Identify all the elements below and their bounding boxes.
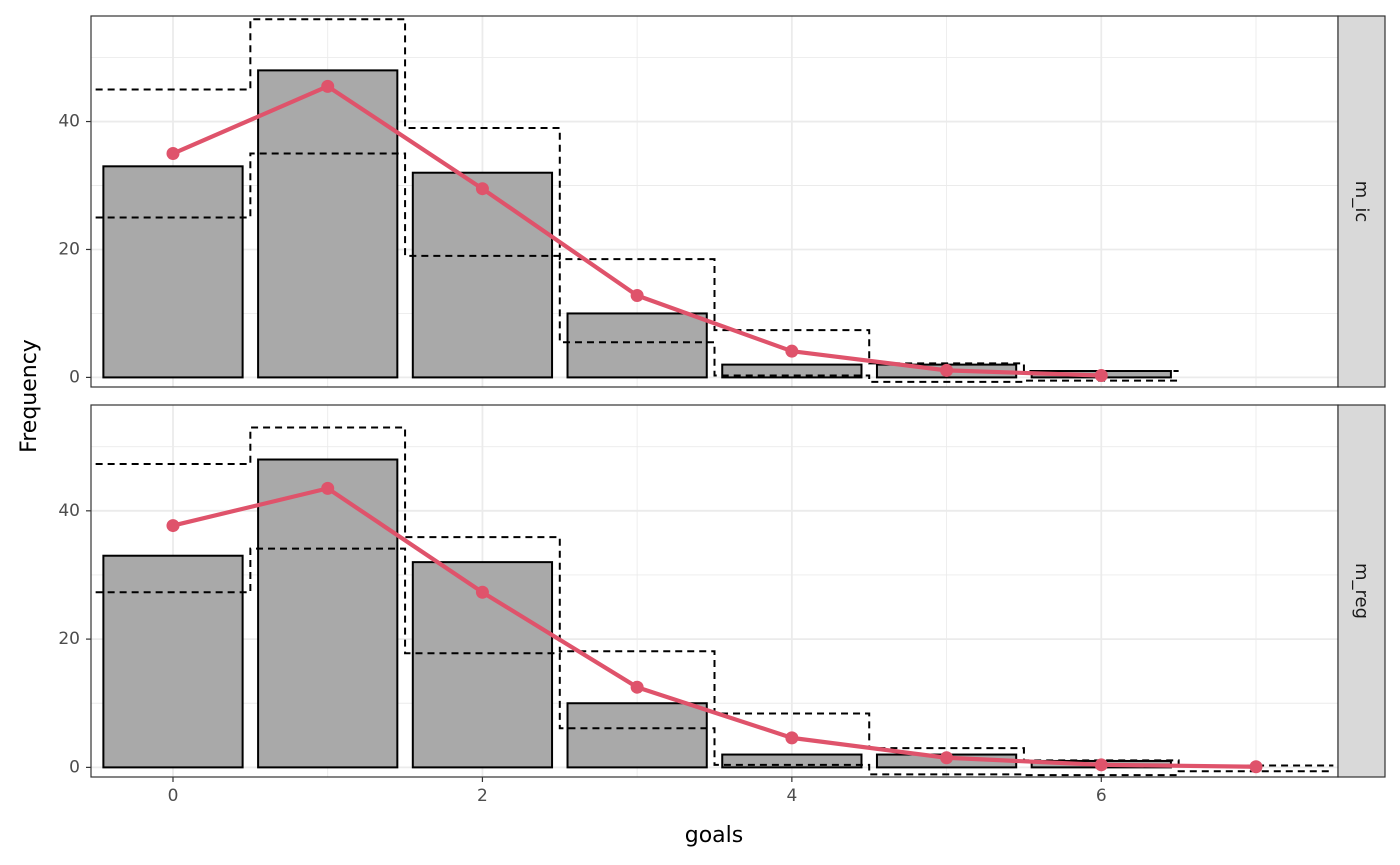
y-tick-label: 0 xyxy=(69,367,80,387)
observed-bar xyxy=(566,312,708,379)
y-tick-label: 0 xyxy=(69,757,80,777)
y-tick-label: 40 xyxy=(58,112,80,132)
observed-bar xyxy=(102,165,244,379)
expected-point xyxy=(475,585,489,599)
observed-bar xyxy=(411,171,554,379)
observed-bar xyxy=(257,69,399,379)
facet-strip-label: m_ic xyxy=(1351,181,1372,222)
facet-strip xyxy=(1337,404,1386,778)
observed-bar xyxy=(721,363,863,379)
expected-point xyxy=(321,79,335,93)
x-tick-label: 0 xyxy=(168,786,179,806)
interval-lower-line xyxy=(95,547,1334,777)
x-axis-title: goals xyxy=(685,823,743,848)
expected-point xyxy=(166,519,180,533)
observed-bar xyxy=(102,554,244,769)
facet-strip-label: m_reg xyxy=(1351,563,1372,619)
panel-m_reg: m_reg 0 20 40 0 2 4 6 xyxy=(58,404,1386,806)
y-axis-title: Frequency xyxy=(17,339,42,453)
expected-point xyxy=(1249,760,1263,774)
expected-point xyxy=(630,289,644,303)
x-tick-label: 2 xyxy=(477,786,488,806)
expected-point xyxy=(940,363,954,377)
observed-bar xyxy=(566,702,708,769)
y-tick-label: 20 xyxy=(58,629,80,649)
y-tick-label: 40 xyxy=(58,501,80,521)
interval-upper-line xyxy=(95,426,1334,767)
expected-point xyxy=(475,182,489,196)
observed-bar xyxy=(257,458,399,769)
panel-m_ic: m_ic 0 20 40 xyxy=(58,15,1386,388)
observed-bar xyxy=(721,753,863,769)
expected-point xyxy=(940,751,954,765)
expected-point xyxy=(785,731,799,745)
expected-point xyxy=(1094,368,1108,382)
expected-point xyxy=(630,680,644,694)
x-tick-label: 6 xyxy=(1096,786,1107,806)
expected-point xyxy=(1094,758,1108,772)
y-tick-label: 20 xyxy=(58,239,80,259)
facet-strip xyxy=(1337,15,1386,388)
expected-point xyxy=(166,147,180,161)
interval-lower-line xyxy=(95,152,1179,383)
expected-line xyxy=(170,486,1259,769)
x-tick-label: 4 xyxy=(786,786,797,806)
expected-point xyxy=(321,481,335,495)
expected-point xyxy=(785,344,799,358)
